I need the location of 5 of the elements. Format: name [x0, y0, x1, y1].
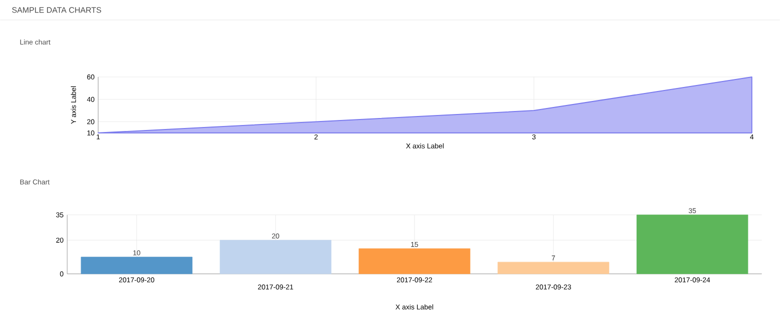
bar: [220, 240, 332, 274]
bar: [358, 248, 470, 274]
bar: [80, 256, 192, 274]
bar: [636, 214, 748, 274]
bar: [498, 262, 610, 274]
